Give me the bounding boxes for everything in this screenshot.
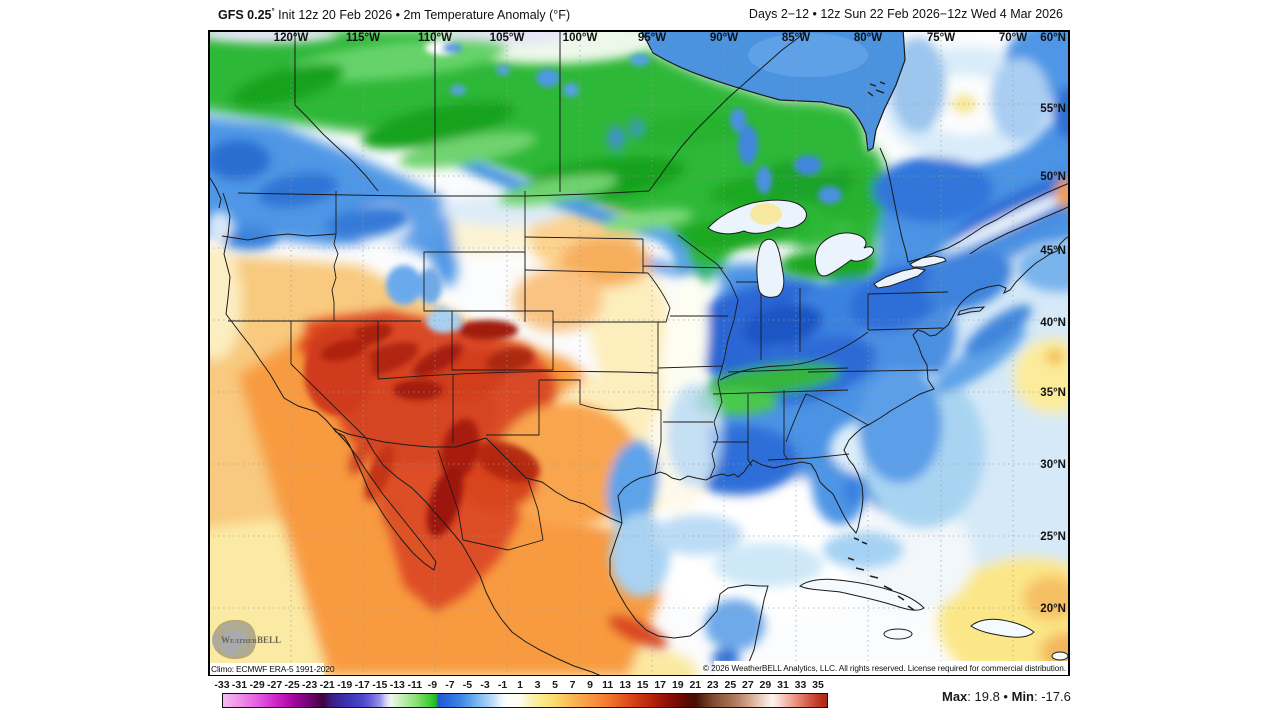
- svg-text:WEATHERBELL: WEATHERBELL: [221, 635, 281, 645]
- svg-text:45°N: 45°N: [1040, 245, 1066, 257]
- svg-text:90°W: 90°W: [710, 32, 738, 44]
- svg-text:55°N: 55°N: [1040, 103, 1066, 115]
- svg-text:© 2026 WeatherBELL Analytics,: © 2026 WeatherBELL Analytics, LLC. All r…: [703, 663, 1066, 673]
- svg-text:95°W: 95°W: [638, 32, 666, 44]
- svg-text:70°W: 70°W: [999, 32, 1027, 44]
- svg-text:30°N: 30°N: [1040, 459, 1066, 471]
- svg-text:75°W: 75°W: [927, 32, 955, 44]
- svg-text:115°W: 115°W: [346, 32, 380, 44]
- svg-text:110°W: 110°W: [418, 32, 452, 44]
- svg-text:20°N: 20°N: [1040, 603, 1066, 615]
- svg-text:Climo: ECMWF ERA-5 1991-2020: Climo: ECMWF ERA-5 1991-2020: [211, 664, 335, 674]
- svg-text:40°N: 40°N: [1040, 317, 1066, 329]
- svg-text:50°N: 50°N: [1040, 171, 1066, 183]
- svg-text:100°W: 100°W: [563, 32, 598, 44]
- svg-text:105°W: 105°W: [490, 32, 525, 44]
- svg-text:120°W: 120°W: [274, 32, 309, 44]
- svg-text:25°N: 25°N: [1040, 531, 1066, 543]
- svg-text:60°N: 60°N: [1040, 32, 1066, 44]
- svg-text:80°W: 80°W: [854, 32, 882, 44]
- svg-text:85°W: 85°W: [782, 32, 810, 44]
- svg-text:35°N: 35°N: [1040, 387, 1066, 399]
